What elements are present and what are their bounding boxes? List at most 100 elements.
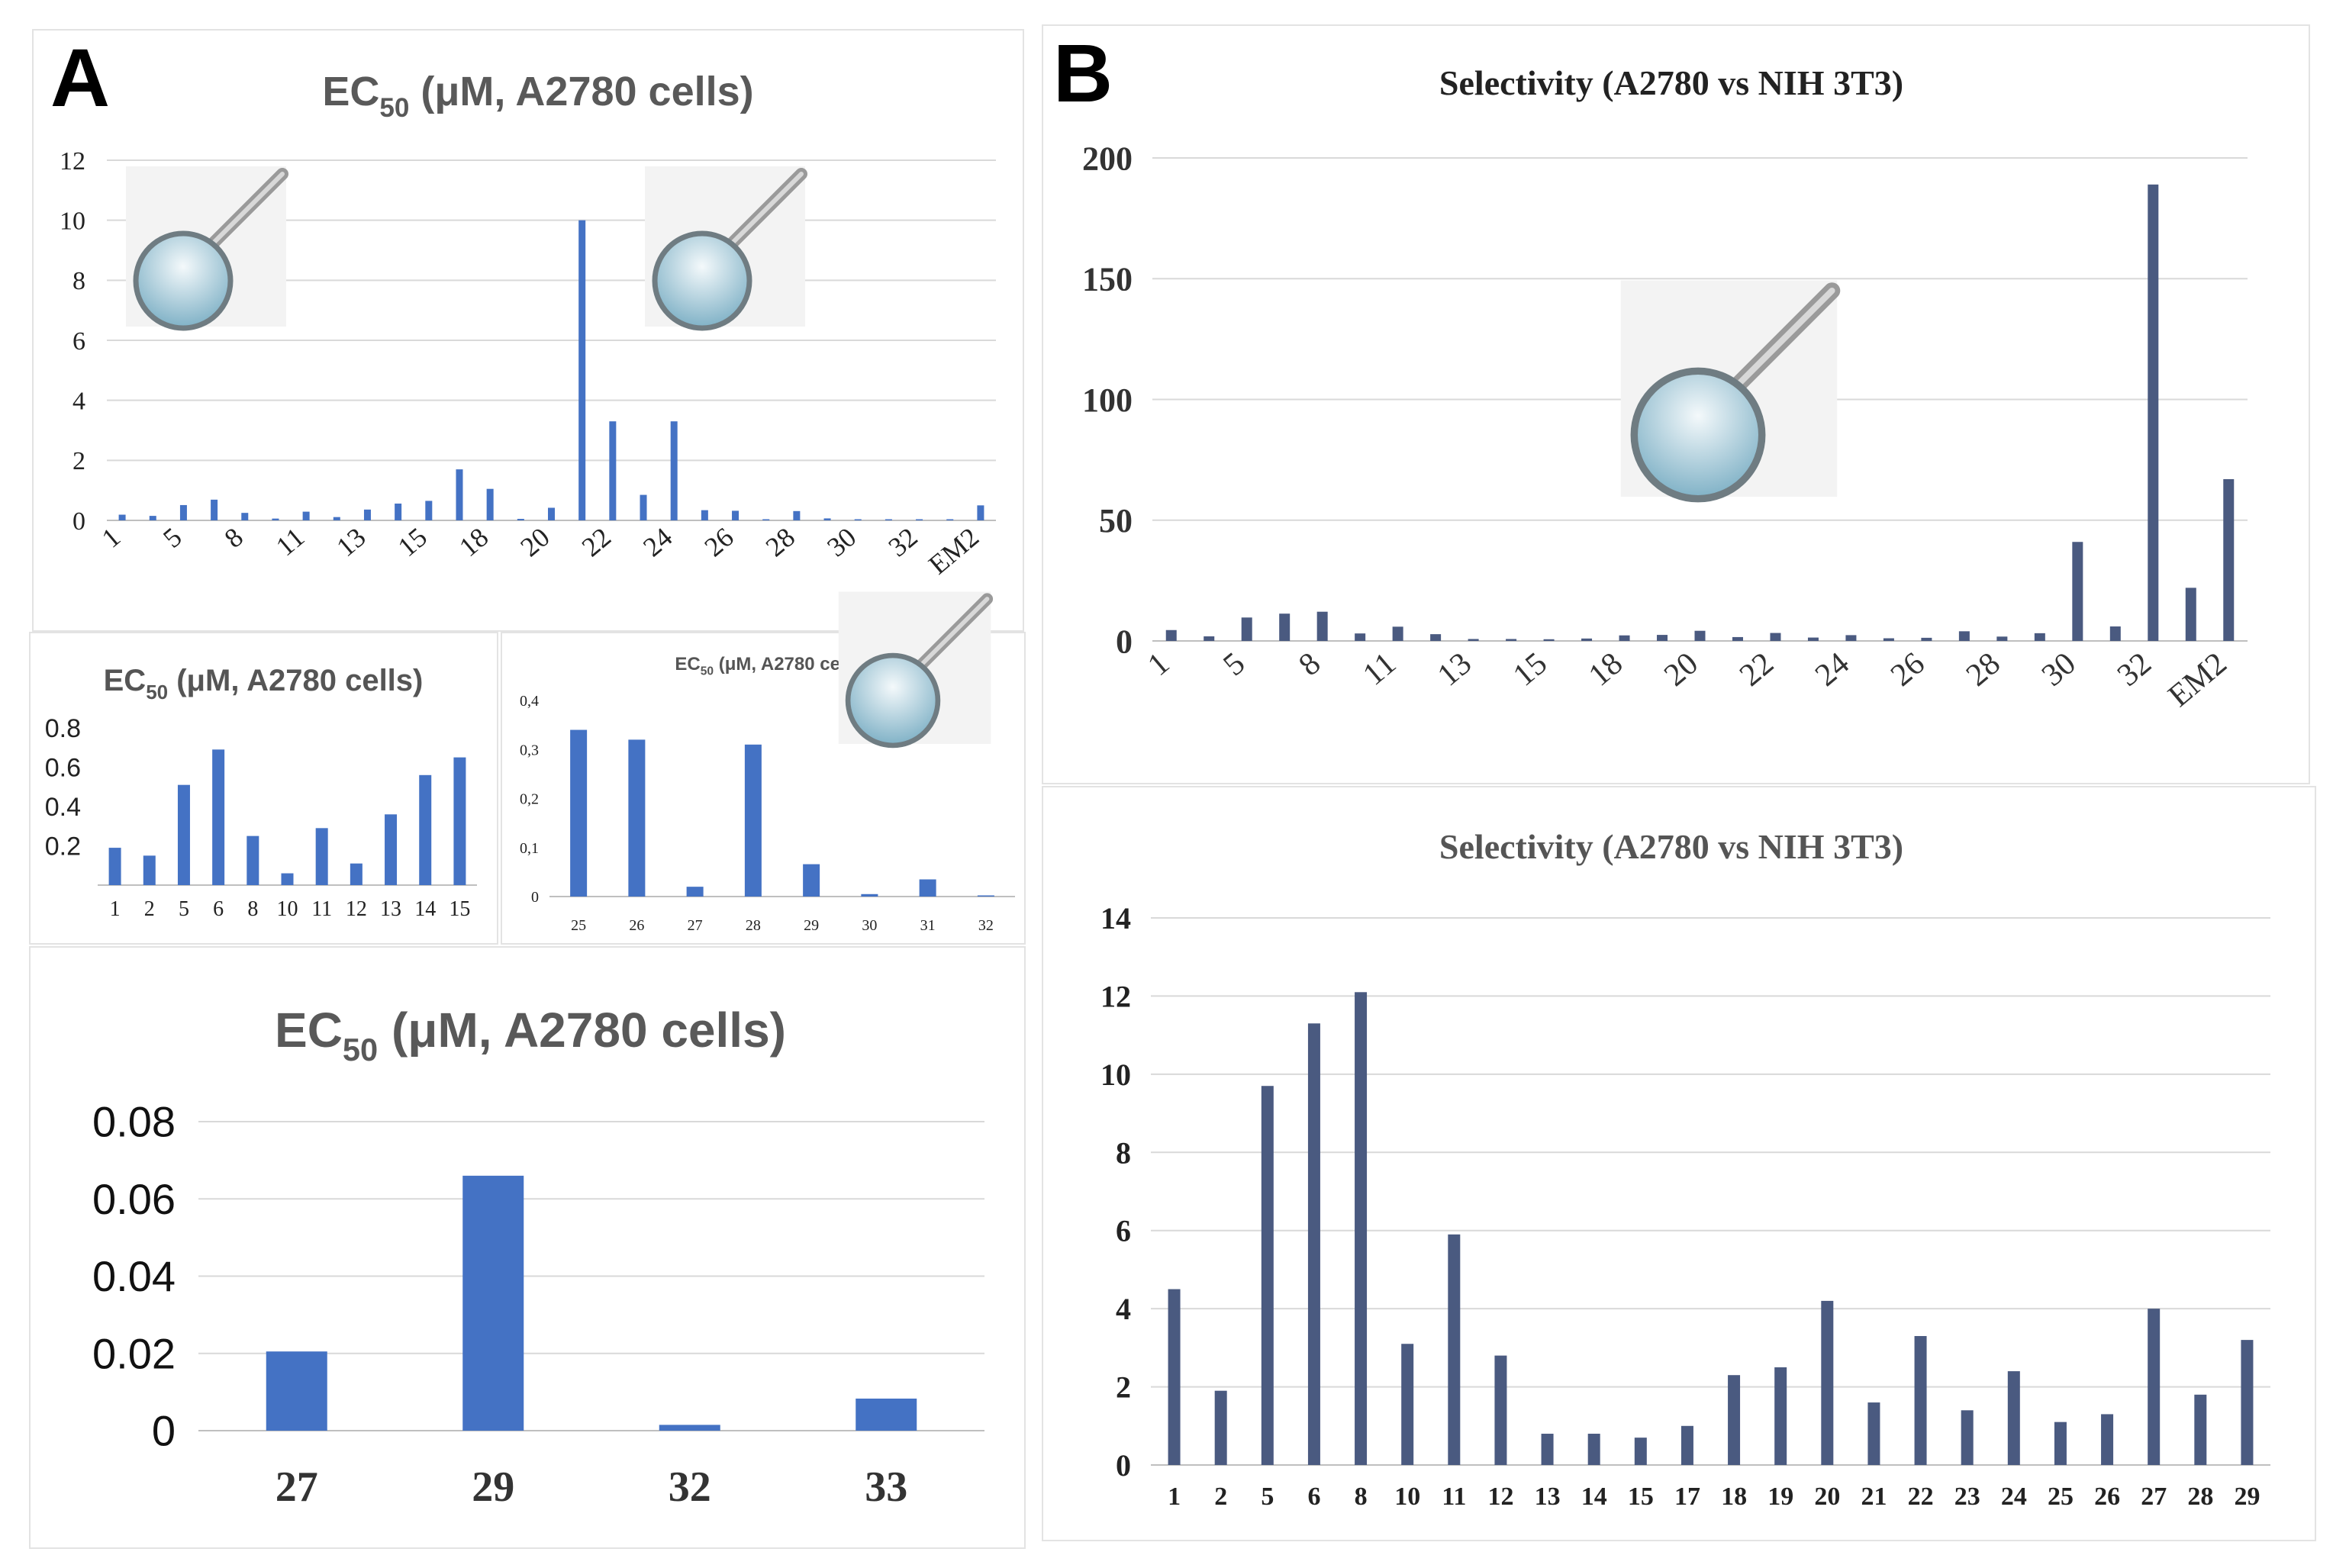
bar-30: [854, 519, 862, 520]
x-tick-label: 13: [1535, 1483, 1561, 1511]
y-tick-label: 0: [152, 1407, 176, 1455]
x-tick-label: 12: [1487, 1483, 1513, 1511]
x-tick-label: 18: [1721, 1483, 1747, 1511]
bar-25: [1883, 638, 1894, 641]
bar-10: [1401, 1344, 1414, 1465]
x-tick-label: 25: [2048, 1483, 2074, 1511]
x-tick-label: 20: [514, 521, 555, 562]
x-tick-label: 1: [110, 897, 121, 921]
bar-5: [179, 504, 187, 520]
x-tick-label: 5: [179, 897, 189, 921]
magnifier-icon: [838, 591, 994, 749]
bar-31: [919, 879, 936, 897]
chart-title-part: (μM, A2780 cells): [378, 1003, 786, 1058]
bar-27: [266, 1351, 327, 1431]
bar-30: [2072, 542, 2083, 641]
y-tick-label: 0.06: [92, 1175, 176, 1223]
bar-24: [1845, 635, 1857, 641]
x-tick-label: 24: [2001, 1483, 2027, 1511]
y-tick-label: 0.8: [45, 714, 81, 743]
bar-6: [1279, 613, 1291, 641]
x-tick-label: 13: [380, 897, 401, 921]
x-tick-label: 26: [1884, 646, 1932, 693]
chart-title-sub: 50: [146, 681, 168, 704]
chart-title: EC50 (μM, A2780 cells): [275, 1003, 786, 1067]
bar-28: [1996, 636, 2008, 641]
bar-11: [302, 511, 310, 520]
x-tick-label: 28: [760, 521, 801, 562]
x-tick-label: 15: [1628, 1483, 1654, 1511]
y-tick-label: 0,3: [520, 742, 539, 758]
panel-label-a: A: [50, 31, 110, 124]
bar-8: [1355, 992, 1368, 1465]
x-tick-label: 33: [865, 1463, 907, 1511]
x-tick-label: 12: [346, 897, 367, 921]
y-tick-label: 0.4: [45, 793, 81, 822]
x-tick-label: 28: [746, 917, 761, 934]
y-tick-label: 0,1: [520, 840, 539, 857]
x-tick-label: 25: [571, 917, 586, 934]
x-tick-label: 18: [1582, 646, 1629, 693]
bar-32: [659, 1425, 720, 1431]
y-tick-label: 10: [60, 208, 85, 236]
chart-title: EC50 (μM, A2780 cells): [104, 664, 424, 704]
y-tick-label: 12: [1100, 979, 1131, 1013]
bar-10: [1355, 633, 1366, 641]
chart-title: Selectivity (A2780 vs NIH 3T3): [1439, 63, 1903, 102]
bar-5: [1261, 1086, 1274, 1465]
chart-title-part: (μM, A2780 cells): [409, 69, 753, 114]
y-tick-label: 0: [1116, 623, 1133, 660]
y-tick-label: 150: [1082, 261, 1133, 298]
bar-8: [1316, 611, 1328, 641]
y-tick-label: 200: [1082, 140, 1133, 177]
chart-title-sub: 50: [701, 665, 714, 678]
y-tick-label: 0: [73, 507, 85, 536]
bar-32: [916, 519, 923, 520]
x-tick-label: 31: [920, 917, 936, 934]
chart-a_zoom3: EC50 (μM, A2780 cells) 0 0.02 0.04 0.06 0.08 2…: [92, 1003, 984, 1511]
bar-14: [395, 503, 402, 520]
chart-title-part: EC: [275, 1003, 343, 1058]
bar-26: [1921, 637, 1932, 641]
bar-19: [1774, 1367, 1787, 1465]
x-tick-label: 22: [576, 521, 617, 562]
y-tick-label: 0.6: [45, 753, 81, 782]
bar-1: [1165, 629, 1177, 641]
magnifier-icon: [1620, 280, 1841, 503]
y-tick-label: 0: [531, 889, 539, 906]
y-tick-label: 12: [60, 147, 85, 175]
bar-13: [363, 509, 371, 520]
bar-11: [1448, 1234, 1461, 1465]
bar-31: [885, 519, 892, 520]
bar-6: [211, 499, 218, 520]
panel-label-b: B: [1053, 27, 1113, 119]
bar-15: [1634, 1438, 1647, 1465]
x-tick-label: 11: [311, 897, 332, 921]
bar-6: [1307, 1023, 1320, 1465]
y-tick-label: 8: [73, 267, 85, 295]
bar-29: [823, 518, 831, 520]
x-tick-label: 15: [1506, 646, 1554, 693]
y-tick-label: 0.02: [92, 1329, 176, 1377]
y-tick-label: 0,4: [520, 693, 539, 710]
y-tick-label: 100: [1082, 382, 1133, 419]
x-tick-label: EM2: [2162, 646, 2234, 713]
bar-26: [732, 510, 740, 520]
y-tick-label: 0,2: [520, 791, 539, 808]
bar-11: [315, 828, 328, 885]
bar-EM2: [977, 505, 984, 520]
bar-20: [1821, 1300, 1834, 1465]
bar-1: [118, 514, 126, 520]
bar-29: [2034, 633, 2045, 641]
bar-27: [762, 519, 770, 520]
x-tick-label: 28: [1960, 646, 2007, 693]
bar-21: [1867, 1402, 1880, 1465]
bar-18: [1619, 635, 1630, 641]
x-tick-label: 29: [2234, 1483, 2260, 1511]
x-tick-label: 23: [1954, 1483, 1980, 1511]
bar-12: [350, 863, 363, 885]
bar-8: [247, 836, 259, 885]
x-tick-label: 32: [882, 521, 923, 562]
bar-32: [2148, 184, 2159, 641]
